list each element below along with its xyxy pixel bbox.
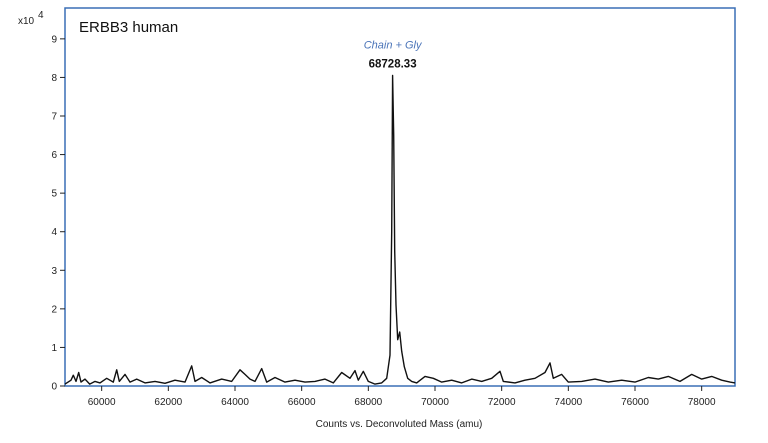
peak-annotation: Chain + Gly 68728.33 (364, 40, 423, 71)
y-multiplier-base: x10 (18, 16, 35, 27)
y-tick-label: 3 (51, 266, 57, 277)
x-tick-label: 64000 (221, 397, 249, 408)
x-axis: 60000 62000 64000 66000 68000 70000 72000 74000… (88, 386, 716, 408)
x-tick-label: 76000 (621, 397, 649, 408)
x-tick-label: 66000 (288, 397, 316, 408)
x-tick-label: 78000 (688, 397, 716, 408)
x-tick-label: 68000 (354, 397, 382, 408)
y-tick-label: 6 (51, 150, 57, 161)
y-multiplier: x10 4 (18, 10, 44, 27)
y-tick-label: 9 (51, 34, 57, 45)
x-tick-label: 62000 (154, 397, 182, 408)
y-tick-label: 7 (51, 112, 57, 123)
y-axis: 0 1 2 3 4 5 6 7 8 9 (51, 34, 65, 393)
spectrum-line (64, 74, 736, 385)
y-tick-label: 2 (51, 304, 57, 315)
plot-frame (64, 7, 736, 387)
y-tick-label: 4 (51, 227, 57, 238)
x-axis-label: Counts vs. Deconvoluted Mass (amu) (316, 419, 483, 430)
y-tick-label: 8 (51, 73, 57, 84)
y-tick-label: 5 (51, 189, 57, 200)
peak-value: 68728.33 (369, 59, 417, 71)
peak-label: Chain + Gly (364, 40, 423, 52)
x-tick-label: 74000 (554, 397, 582, 408)
y-tick-label: 1 (51, 343, 57, 354)
x-tick-label: 72000 (488, 397, 516, 408)
y-tick-label: 0 (51, 382, 57, 393)
series-layer (64, 74, 736, 385)
y-multiplier-exponent: 4 (38, 10, 44, 21)
x-tick-label: 60000 (88, 397, 116, 408)
chart-title: ERBB3 human (79, 19, 178, 36)
x-tick-label: 70000 (421, 397, 449, 408)
